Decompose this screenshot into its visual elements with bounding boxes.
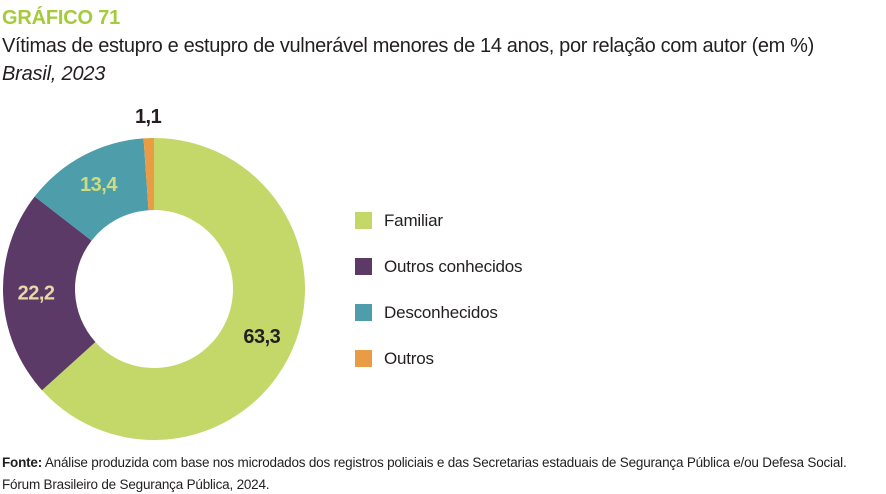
legend-item-outros: Outros — [355, 350, 522, 367]
slice-value-label-outros: 1,1 — [135, 106, 162, 128]
slice-value-label-familiar: 63,3 — [243, 326, 280, 348]
chart-title: Vítimas de estupro e estupro de vulneráv… — [2, 35, 814, 57]
source-text: Análise produzida com base nos microdado… — [42, 455, 847, 470]
donut-slice-outros-conhecidos — [3, 196, 96, 391]
legend-item-outros-conhecidos: Outros conhecidos — [355, 257, 523, 276]
legend-label: Outros conhecidos — [384, 257, 523, 276]
source-note: Fonte: Análise produzida com base nos mi… — [2, 452, 886, 494]
donut-slice-desconhecidos — [34, 138, 149, 241]
legend-swatch-desconhecidos — [355, 304, 372, 321]
chart-subtitle: Brasil, 2023 — [2, 63, 106, 85]
donut-slice-outros — [143, 138, 154, 211]
donut-chart: 63,3 22,2 13,4 1,1 — [3, 106, 306, 440]
source-line2: Fórum Brasileiro de Segurança Pública, 2… — [2, 477, 270, 492]
legend-label: Desconhecidos — [384, 303, 498, 322]
chart-number-label: GRÁFICO 71 — [2, 7, 121, 29]
legend-label: Familiar — [384, 211, 443, 230]
slice-value-label-desconhecidos: 13,4 — [80, 174, 118, 196]
legend-swatch-familiar — [355, 212, 372, 229]
donut-slice-familiar — [42, 138, 306, 440]
slice-value-label-outros-conhecidos: 22,2 — [18, 282, 55, 304]
source-line1: Fonte: Análise produzida com base nos mi… — [2, 452, 886, 474]
legend-swatch-outros — [355, 350, 372, 367]
legend-item-familiar: Familiar — [355, 212, 522, 229]
legend-item-desconhecidos: Desconhecidos — [355, 304, 522, 321]
legend-label: Outros — [384, 349, 434, 368]
legend: Familiar Outros conhecidos Desconhecidos… — [355, 212, 523, 367]
source-label: Fonte: — [2, 455, 43, 470]
legend-swatch-outros-conhecidos — [355, 258, 372, 275]
